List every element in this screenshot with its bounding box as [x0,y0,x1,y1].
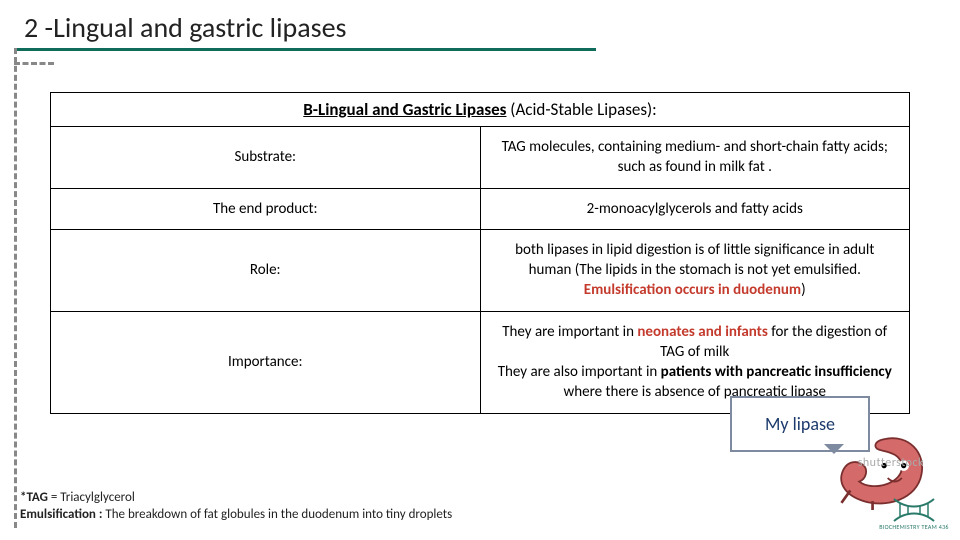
dna-icon [890,497,938,523]
title-row: 2 -Lingual and gastric lipases [24,10,936,45]
row-label: Role: [51,229,481,311]
table-row: Role: both lipases in lipid digestion is… [51,229,910,311]
logo-caption: BIOCHEMISTRY TEAM 436 [879,523,949,531]
footnote-line: Emulsification : The breakdown of fat gl… [20,506,452,524]
importance-l1-pre: They are important in [502,323,637,341]
table-header-sub: (Acid-Stable Lipases): [506,99,656,120]
footnotes: *TAG = Triacylglycerol Emulsification : … [20,489,452,524]
footnote-rest: = Triacylglycerol [48,490,135,505]
table-header-cell: B-Lingual and Gastric Lipases (Acid-Stab… [51,93,910,127]
team-logo: BIOCHEMISTRY TEAM 436 [878,494,950,534]
slide: 2 -Lingual and gastric lipases B-Lingual… [0,0,960,540]
content-area: B-Lingual and Gastric Lipases (Acid-Stab… [50,92,910,414]
row-value: both lipases in lipid digestion is of li… [480,229,910,311]
importance-l2-bold: patients with pancreatic insufficiency [661,363,892,381]
table-header-row: B-Lingual and Gastric Lipases (Acid-Stab… [51,93,910,127]
role-text-highlight: Emulsification occurs in duodenum [584,281,801,299]
title-underline [16,48,596,51]
row-value: 2-monoacylglycerols and fatty acids [480,188,910,229]
row-label: Substrate: [51,127,481,189]
table-header-main: B-Lingual and Gastric Lipases [303,99,506,120]
top-dashed-segment [14,62,54,65]
table-row: Substrate: TAG molecules, containing med… [51,127,910,189]
row-value: TAG molecules, containing medium- and sh… [480,127,910,189]
footnote-line: *TAG = Triacylglycerol [20,489,452,507]
role-text-post: ) [801,281,806,299]
row-label: The end product: [51,188,481,229]
footnote-term: *TAG [20,490,48,505]
importance-line1: They are important in neonates and infan… [495,322,896,363]
watermark-text: shutterstock [858,456,924,470]
side-dashed-border [14,48,17,528]
page-title: 2 -Lingual and gastric lipases [24,10,346,45]
footnote-term: Emulsification : [20,507,102,522]
row-label: Importance: [51,311,481,413]
footnote-rest: The breakdown of fat globules in the duo… [102,507,452,522]
table-row: The end product: 2-monoacylglycerols and… [51,188,910,229]
lipases-table: B-Lingual and Gastric Lipases (Acid-Stab… [50,92,910,414]
importance-l1-highlight: neonates and infants [637,323,767,341]
role-text-pre: both lipases in lipid digestion is of li… [515,241,874,279]
importance-l2-pre: They are also important in [498,363,661,381]
